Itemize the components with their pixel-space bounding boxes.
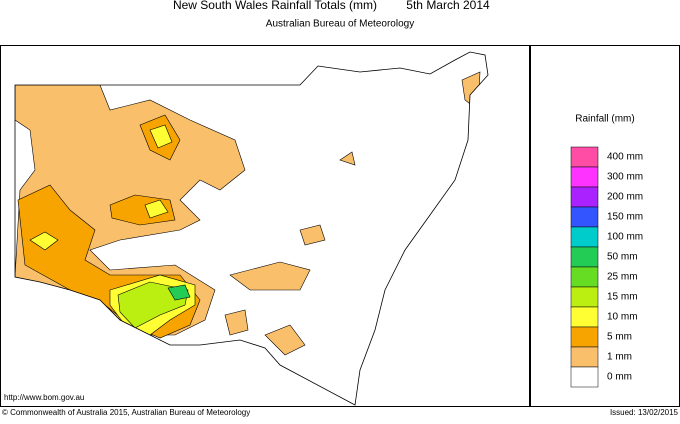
legend-label: 100 mm xyxy=(607,232,643,243)
date: 5th March 2014 xyxy=(406,0,490,12)
legend-label: 300 mm xyxy=(607,172,643,183)
legend-label: 5 mm xyxy=(607,332,632,343)
legend-label: 150 mm xyxy=(607,212,643,223)
legend-swatch xyxy=(570,326,599,348)
legend-swatch xyxy=(570,166,599,188)
subtitle: Australian Bureau of Meteorology xyxy=(266,19,414,30)
legend-frame xyxy=(530,45,680,407)
legend-label: 15 mm xyxy=(607,292,638,303)
copyright: © Commonwealth of Australia 2015, Austra… xyxy=(2,408,250,417)
url: http://www.bom.gov.au xyxy=(4,393,84,402)
legend-swatch xyxy=(570,246,599,268)
legend-label: 0 mm xyxy=(607,372,632,383)
legend-swatch xyxy=(570,286,599,308)
legend-swatch xyxy=(570,266,599,288)
legend-label: 200 mm xyxy=(607,192,643,203)
title: New South Wales Rainfall Totals (mm) xyxy=(173,0,377,12)
legend-swatch xyxy=(570,186,599,208)
legend-label: 25 mm xyxy=(607,272,638,283)
issued: Issued: 13/02/2015 xyxy=(610,408,679,417)
legend-label: 1 mm xyxy=(607,352,632,363)
legend: 400 mm 300 mm 200 mm 150 mm 100 mm 50 mm 25 mm… xyxy=(570,146,643,388)
legend-label: 10 mm xyxy=(607,312,638,323)
map xyxy=(14,51,489,406)
legend-label: 400 mm xyxy=(607,152,643,163)
legend-swatch xyxy=(570,206,599,228)
legend-swatch xyxy=(570,146,599,168)
legend-swatch xyxy=(570,346,599,368)
legend-title: Rainfall (mm) xyxy=(575,114,634,125)
legend-swatch xyxy=(570,226,599,248)
legend-label: 50 mm xyxy=(607,252,638,263)
legend-swatch xyxy=(570,306,599,328)
legend-swatch xyxy=(570,366,599,388)
